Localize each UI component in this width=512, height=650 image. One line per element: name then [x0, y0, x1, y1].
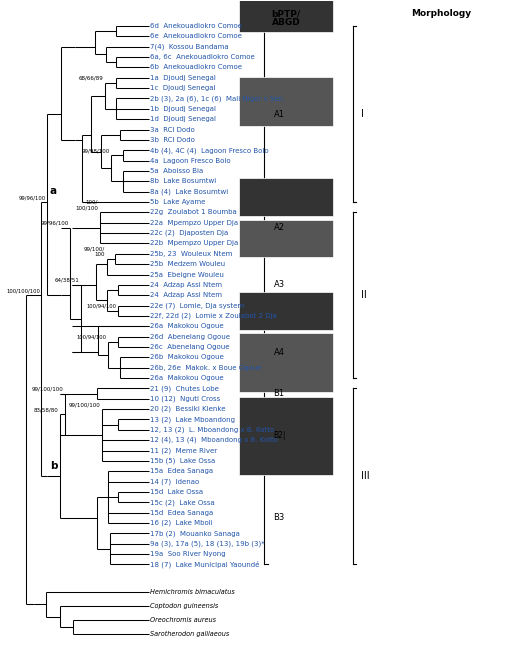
Text: b: b — [50, 462, 57, 471]
Text: 18 (7)  Lake Municipal Yaoundé: 18 (7) Lake Municipal Yaoundé — [151, 561, 260, 568]
Text: 20 (2)  Bessiki Kienke: 20 (2) Bessiki Kienke — [151, 406, 226, 412]
FancyBboxPatch shape — [239, 333, 333, 392]
Text: 64/38/51: 64/38/51 — [55, 278, 79, 283]
Text: 17b (2)  Mouanko Sanaga: 17b (2) Mouanko Sanaga — [151, 530, 240, 537]
Text: 26b, 26e  Makok. x Boue Ogoue: 26b, 26e Makok. x Boue Ogoue — [151, 365, 262, 370]
FancyBboxPatch shape — [239, 77, 333, 125]
Text: 99/96/100: 99/96/100 — [40, 221, 69, 226]
Text: 6e  Anekouadiokro Comoe: 6e Anekouadiokro Comoe — [151, 33, 242, 40]
Text: 99/100/100: 99/100/100 — [68, 402, 100, 407]
Text: 22g  Zoulabot 1 Boumba: 22g Zoulabot 1 Boumba — [151, 209, 237, 215]
FancyBboxPatch shape — [239, 0, 333, 32]
Text: 15d  Lake Ossa: 15d Lake Ossa — [151, 489, 204, 495]
Text: 22f, 22d (2)  Lomie x Zoulabot 2 Dja: 22f, 22d (2) Lomie x Zoulabot 2 Dja — [151, 313, 277, 319]
Text: I: I — [361, 109, 365, 119]
Text: 7(4)  Kossou Bandama: 7(4) Kossou Bandama — [151, 44, 229, 50]
Text: 100/94/100: 100/94/100 — [87, 304, 116, 309]
FancyBboxPatch shape — [239, 397, 333, 474]
Text: 21 (9)  Chutes Lobe: 21 (9) Chutes Lobe — [151, 385, 219, 392]
Text: Morphology: Morphology — [411, 9, 472, 18]
Text: 19a  Soo River Nyong: 19a Soo River Nyong — [151, 551, 226, 557]
Text: 25a  Ebeigne Wouleu: 25a Ebeigne Wouleu — [151, 272, 224, 278]
Text: Coptodon guineensis: Coptodon guineensis — [151, 603, 219, 609]
Text: 99/96/100: 99/96/100 — [18, 195, 46, 200]
Text: 6a, 6c  Anekouadiokro Comoe: 6a, 6c Anekouadiokro Comoe — [151, 54, 255, 60]
Text: 3a  RCI Dodo: 3a RCI Dodo — [151, 127, 195, 133]
Text: bPTP/: bPTP/ — [271, 9, 301, 18]
Text: 6b  Anekouadiokro Comoe: 6b Anekouadiokro Comoe — [151, 64, 243, 70]
Text: 1c  Djoudj Senegal: 1c Djoudj Senegal — [151, 85, 216, 91]
Text: 100/94/100: 100/94/100 — [76, 335, 106, 340]
Text: 15d  Edea Sanaga: 15d Edea Sanaga — [151, 510, 214, 515]
Text: 83/58/80: 83/58/80 — [33, 408, 58, 412]
FancyBboxPatch shape — [239, 292, 333, 330]
Text: 25b  Medzem Wouleu: 25b Medzem Wouleu — [151, 261, 226, 267]
Text: 13 (2)  Lake Mboandong: 13 (2) Lake Mboandong — [151, 416, 236, 422]
Text: a: a — [50, 185, 57, 196]
Text: A4: A4 — [273, 348, 285, 357]
FancyBboxPatch shape — [239, 178, 333, 216]
Text: 9a (3), 17a (5), 18 (13), 19b (3)*: 9a (3), 17a (5), 18 (13), 19b (3)* — [151, 541, 265, 547]
Text: 22e (7)  Lomie, Dja system: 22e (7) Lomie, Dja system — [151, 302, 245, 309]
Text: A2: A2 — [273, 224, 285, 233]
Text: 1d  Djoudj Senegal: 1d Djoudj Senegal — [151, 116, 217, 122]
Text: B1: B1 — [273, 389, 285, 398]
Text: 26a  Makokou Ogoue: 26a Makokou Ogoue — [151, 375, 224, 381]
Text: 1b  Djoudj Senegal: 1b Djoudj Senegal — [151, 106, 217, 112]
Text: 1a  Djoudj Senegal: 1a Djoudj Senegal — [151, 75, 217, 81]
Text: 26d  Abenelang Ogoue: 26d Abenelang Ogoue — [151, 333, 230, 340]
Text: 12, 13 (2)  L. Mboandong x B. Kotto: 12, 13 (2) L. Mboandong x B. Kotto — [151, 426, 275, 433]
Text: 8b  Lake Bosumtwi: 8b Lake Bosumtwi — [151, 178, 217, 185]
Text: 4b (4), 4C (4)  Lagoon Fresco Bolo: 4b (4), 4C (4) Lagoon Fresco Bolo — [151, 147, 269, 153]
Text: II: II — [361, 291, 367, 300]
Text: 24  Adzap Assi Ntem: 24 Adzap Assi Ntem — [151, 282, 223, 288]
Text: 99/100/100: 99/100/100 — [32, 387, 63, 392]
Text: B2|: B2| — [273, 430, 286, 439]
Text: ABGD: ABGD — [271, 18, 300, 27]
Text: 3b  RCI Dodo: 3b RCI Dodo — [151, 137, 196, 143]
Text: 99/98/100: 99/98/100 — [82, 148, 110, 153]
Text: 99/100/
100: 99/100/ 100 — [84, 246, 105, 257]
Text: 22a  Mpempzo Upper Dja: 22a Mpempzo Upper Dja — [151, 220, 239, 226]
Text: 11 (2)  Meme River: 11 (2) Meme River — [151, 447, 218, 454]
Text: 2b (3), 2a (6), 1c (6)  Mali Niger x Sen.: 2b (3), 2a (6), 1c (6) Mali Niger x Sen. — [151, 95, 286, 101]
Text: 5a  Aboisso Bia: 5a Aboisso Bia — [151, 168, 204, 174]
Text: 100/100/100: 100/100/100 — [6, 289, 40, 293]
Text: 22b  Mpempzo Upper Dja: 22b Mpempzo Upper Dja — [151, 240, 239, 246]
Text: 5b  Lake Ayame: 5b Lake Ayame — [151, 199, 206, 205]
Text: 10 (12)  Nguti Cross: 10 (12) Nguti Cross — [151, 396, 221, 402]
Text: A3: A3 — [273, 280, 285, 289]
Text: B3: B3 — [273, 514, 285, 523]
Text: 15b (5)  Lake Ossa: 15b (5) Lake Ossa — [151, 458, 216, 464]
Text: 22c (2)  Djaposten Dja: 22c (2) Djaposten Dja — [151, 230, 229, 237]
Text: 14 (7)  Idenao: 14 (7) Idenao — [151, 478, 200, 485]
Text: III: III — [361, 471, 370, 482]
Text: 26b  Makokou Ogoue: 26b Makokou Ogoue — [151, 354, 224, 360]
Text: 4a  Lagoon Fresco Bolo: 4a Lagoon Fresco Bolo — [151, 157, 231, 164]
Text: 16 (2)  Lake Mboli: 16 (2) Lake Mboli — [151, 520, 213, 526]
Text: 8a (4)  Lake Bosumtwi: 8a (4) Lake Bosumtwi — [151, 188, 229, 195]
Text: 24  Adzap Assi Ntem: 24 Adzap Assi Ntem — [151, 292, 223, 298]
Text: 26a  Makokou Ogoue: 26a Makokou Ogoue — [151, 323, 224, 330]
Text: 25b, 23  Wouleux Ntem: 25b, 23 Wouleux Ntem — [151, 251, 233, 257]
Text: 15a  Edea Sanaga: 15a Edea Sanaga — [151, 468, 214, 474]
Text: 68/66/89: 68/66/89 — [78, 76, 103, 81]
Text: 15c (2)  Lake Ossa: 15c (2) Lake Ossa — [151, 499, 215, 506]
Text: 100/
100/100: 100/ 100/100 — [75, 200, 98, 211]
Text: 12 (4), 13 (4)  Mboandong x B. Kotto: 12 (4), 13 (4) Mboandong x B. Kotto — [151, 437, 279, 443]
Text: 6d  Anekouadiokro Comoe: 6d Anekouadiokro Comoe — [151, 23, 243, 29]
Text: A1: A1 — [273, 109, 285, 118]
Text: Sarotherodon galilaeous: Sarotherodon galilaeous — [151, 631, 230, 638]
FancyBboxPatch shape — [239, 220, 333, 257]
Text: Hemichromis bimaculatus: Hemichromis bimaculatus — [151, 589, 235, 595]
Text: 26c  Abenelang Ogoue: 26c Abenelang Ogoue — [151, 344, 230, 350]
Text: Oreochromis aureus: Oreochromis aureus — [151, 617, 217, 623]
